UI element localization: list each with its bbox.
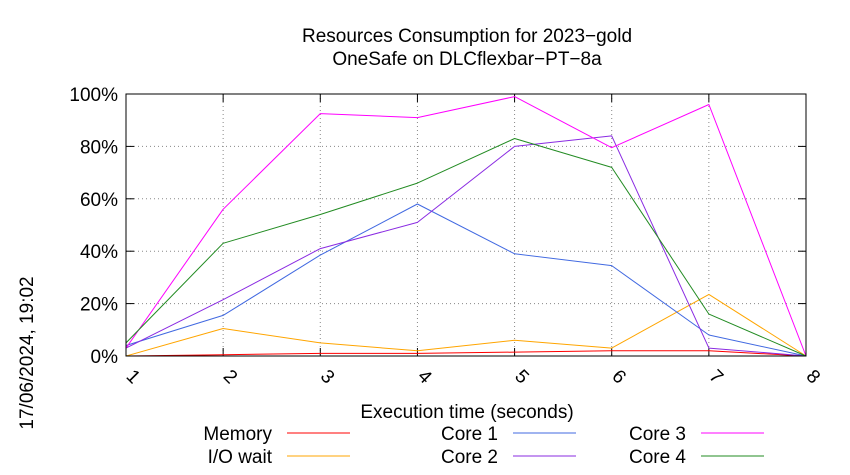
x-tick-label: 7 — [705, 366, 727, 388]
legend-label: Core 1 — [441, 424, 498, 445]
legend-label: Core 2 — [441, 447, 498, 468]
x-tick-label: 8 — [802, 366, 824, 388]
series-line-core-4 — [125, 138, 807, 357]
plot-border — [125, 93, 807, 357]
y-tick-label: 0% — [91, 347, 119, 368]
x-tick-label: 5 — [510, 366, 532, 388]
y-tick-label: 40% — [80, 242, 118, 263]
x-tick-label: 3 — [316, 366, 338, 388]
x-tick-label: 6 — [607, 366, 629, 388]
x-tick-label: 1 — [122, 366, 144, 388]
legend-label: Core 4 — [629, 447, 686, 468]
series-line-i-o-wait — [125, 293, 807, 357]
x-axis-label: Execution time (seconds) — [360, 402, 573, 423]
y-tick-label: 80% — [80, 137, 118, 158]
legend-label: I/O wait — [208, 447, 273, 468]
x-tick-label: 2 — [219, 366, 241, 388]
y-tick-label: 20% — [80, 295, 118, 316]
grid-lines — [126, 94, 806, 356]
chart-title-line-2: OneSafe on DLCflexbar−PT−8a — [332, 49, 602, 70]
x-tick-label: 4 — [413, 366, 436, 389]
legend-label: Core 3 — [629, 424, 686, 445]
legend-label: Memory — [203, 424, 272, 445]
series-lines — [125, 96, 807, 357]
y-axis-ticks: 0% 20% 40% 60% 80% 100% — [69, 85, 806, 368]
timestamp-label: 17/06/2024, 19:02 — [17, 276, 38, 429]
chart-title-line-1: Resources Consumption for 2023−gold — [302, 26, 632, 47]
y-tick-label: 60% — [80, 190, 118, 211]
y-tick-label: 100% — [69, 85, 118, 106]
series-line-core-2 — [125, 135, 807, 357]
series-line-core-1 — [125, 203, 807, 357]
series-line-core-3 — [125, 96, 807, 357]
series-line-memory — [125, 350, 807, 357]
